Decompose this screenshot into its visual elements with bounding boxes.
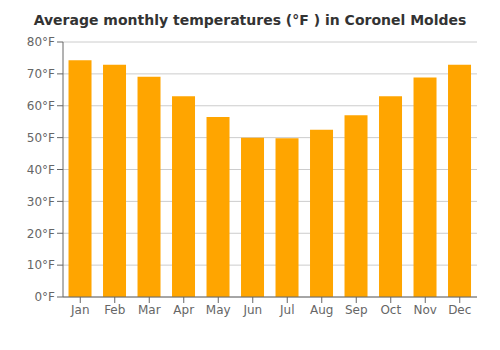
svg-text:Jun: Jun bbox=[242, 303, 262, 317]
svg-text:30°F: 30°F bbox=[27, 195, 55, 209]
svg-text:Dec: Dec bbox=[448, 303, 471, 317]
svg-text:0°F: 0°F bbox=[34, 290, 55, 304]
svg-text:20°F: 20°F bbox=[27, 227, 55, 241]
svg-text:40°F: 40°F bbox=[27, 163, 55, 177]
svg-text:Apr: Apr bbox=[173, 303, 194, 317]
svg-text:Oct: Oct bbox=[380, 303, 401, 317]
svg-text:May: May bbox=[206, 303, 231, 317]
svg-text:80°F: 80°F bbox=[27, 35, 55, 49]
html-text:Average monthly temperatures (: Average monthly temperatures (°F ) in Co… bbox=[33, 12, 467, 28]
svg-text:70°F: 70°F bbox=[27, 67, 55, 81]
svg-text:Jan: Jan bbox=[70, 303, 90, 317]
svg-text:10°F: 10°F bbox=[27, 258, 55, 272]
svg-text:50°F: 50°F bbox=[27, 131, 55, 145]
svg-text:Sep: Sep bbox=[345, 303, 368, 317]
svg-text:Feb: Feb bbox=[104, 303, 125, 317]
svg-text:Aug: Aug bbox=[310, 303, 333, 317]
svg-text:Jul: Jul bbox=[279, 303, 294, 317]
svg-text:Mar: Mar bbox=[138, 303, 161, 317]
svg-text:60°F: 60°F bbox=[27, 99, 55, 113]
svg-text:Nov: Nov bbox=[414, 303, 437, 317]
